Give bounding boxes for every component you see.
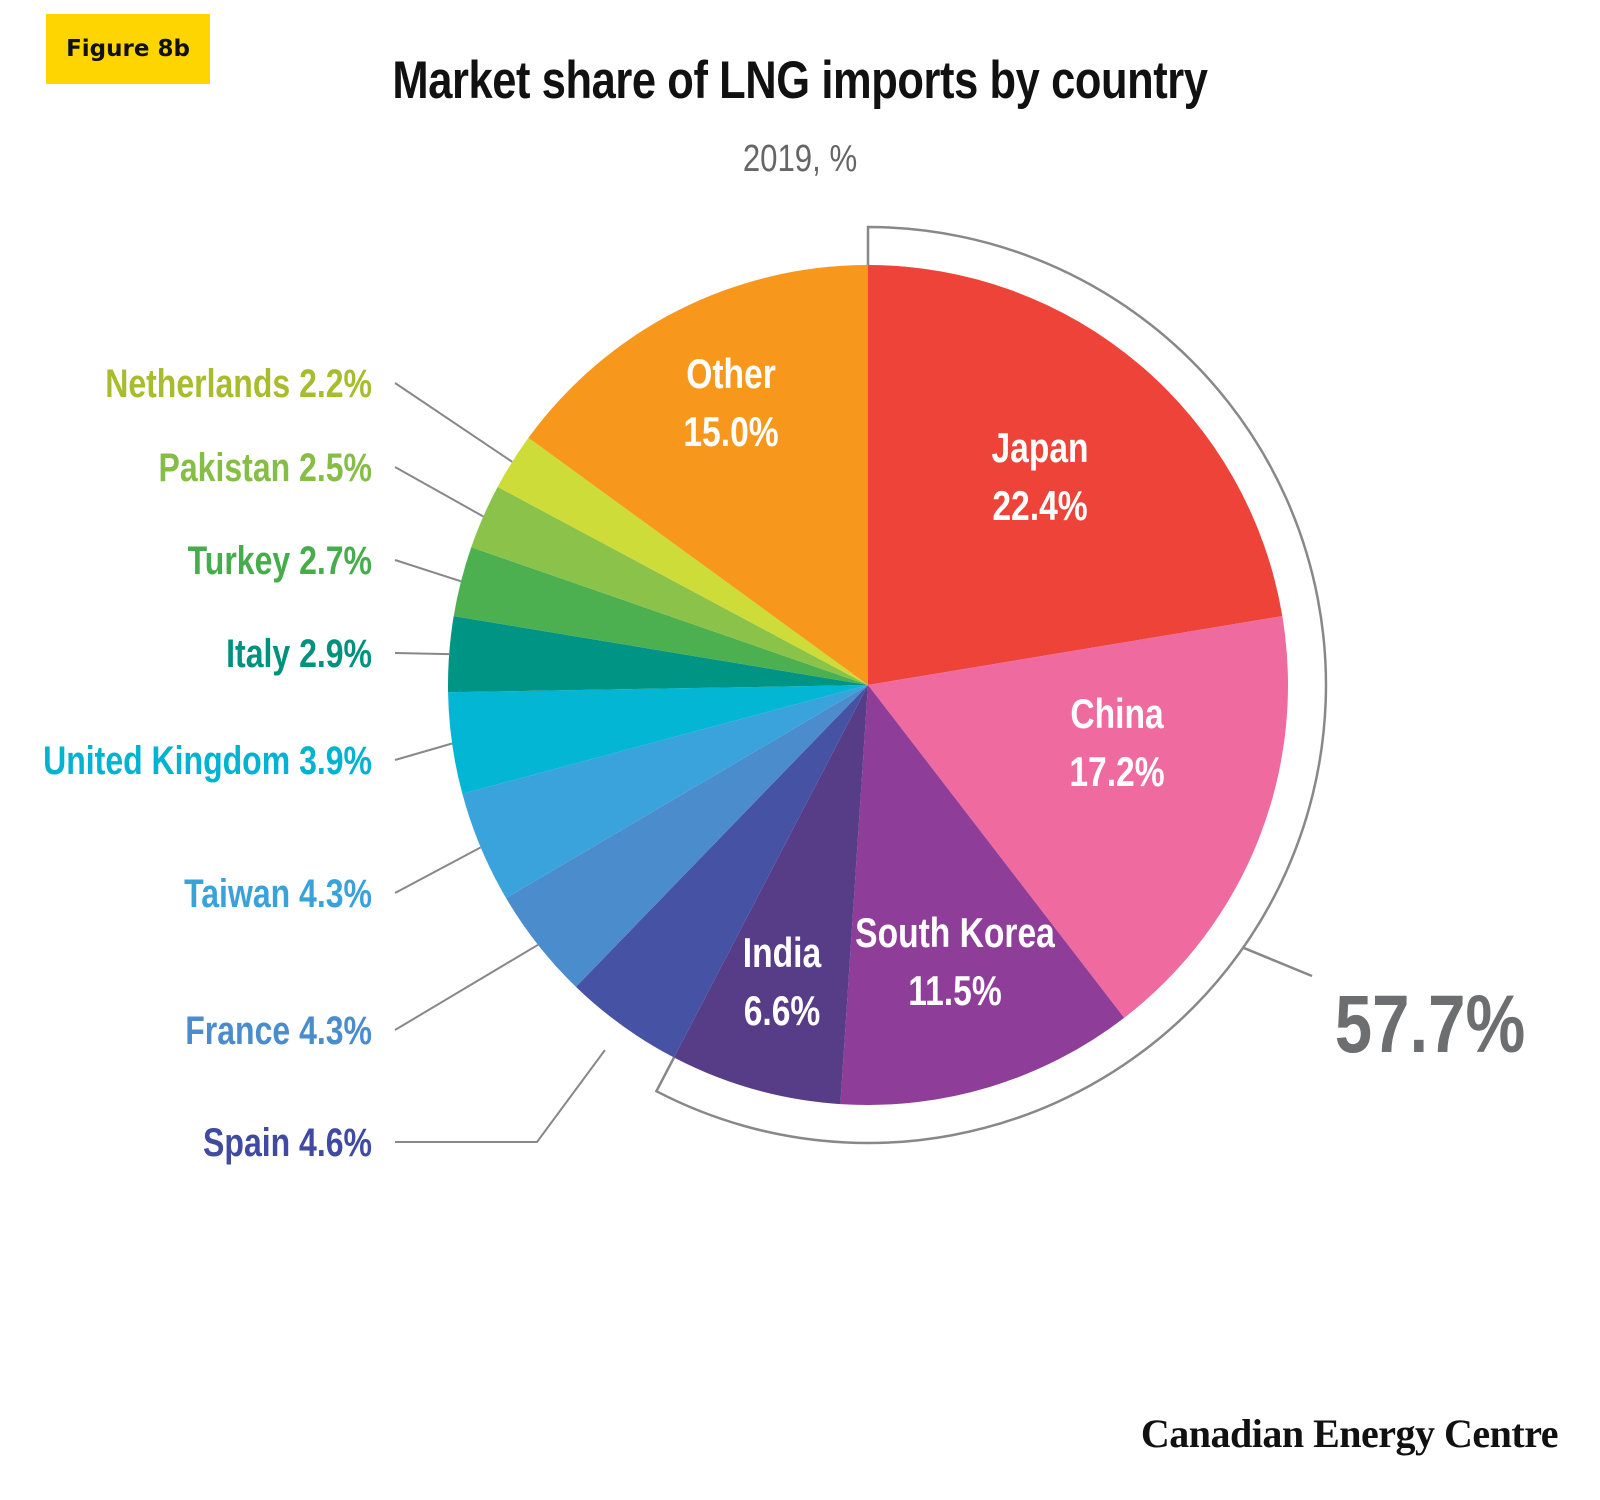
slice-value-other: 15.0% bbox=[683, 410, 778, 456]
chart-subtitle: 2019, % bbox=[742, 138, 858, 180]
slice-label-japan: Japan bbox=[991, 426, 1088, 472]
leader-line-italy bbox=[394, 652, 450, 656]
outside-label-spain: Spain 4.6% bbox=[203, 1120, 372, 1165]
pie-slice-italy bbox=[447, 616, 868, 693]
bracket-total-label: 57.7% bbox=[1335, 978, 1526, 1070]
pie-slice-turkey bbox=[453, 547, 868, 685]
leader-line-turkey bbox=[394, 559, 462, 583]
leader-line-netherlands bbox=[394, 382, 513, 463]
pie-slice-united-kingdom bbox=[448, 685, 868, 794]
slice-value-india: 6.6% bbox=[744, 989, 821, 1035]
slice-label-other: Other bbox=[686, 352, 776, 398]
pie-slice-india bbox=[673, 685, 868, 1105]
leader-line-taiwan bbox=[394, 846, 482, 894]
leader-line-united-kingdom bbox=[394, 742, 453, 761]
pie-slice-japan bbox=[868, 265, 1283, 685]
source-logo: Canadian Energy Centre bbox=[1140, 1411, 1559, 1456]
pie-slice-netherlands bbox=[497, 437, 868, 685]
outside-label-italy: Italy 2.9% bbox=[226, 631, 372, 676]
bracket-layer bbox=[654, 225, 1328, 1145]
pie-slice-france bbox=[506, 685, 868, 987]
pie-slice-pakistan bbox=[471, 486, 868, 685]
figure-badge: Figure 8b bbox=[46, 14, 210, 84]
pie-slice-taiwan bbox=[462, 685, 868, 899]
leader-layer bbox=[394, 382, 606, 1143]
chart-title: Market share of LNG imports by country bbox=[392, 51, 1208, 110]
outside-label-netherlands: Netherlands 2.2% bbox=[105, 361, 372, 406]
slice-label-south-korea: South Korea bbox=[855, 911, 1055, 957]
bracket-leader-line bbox=[1242, 946, 1313, 978]
leader-line-pakistan bbox=[394, 466, 484, 518]
slice-layer bbox=[447, 265, 1288, 1106]
leader-line-spain bbox=[395, 1049, 606, 1143]
slice-value-south-korea: 11.5% bbox=[908, 969, 1001, 1015]
outside-label-france: France 4.3% bbox=[185, 1008, 372, 1053]
outside-label-taiwan: Taiwan 4.3% bbox=[184, 871, 372, 916]
outside-label-pakistan: Pakistan 2.5% bbox=[159, 445, 372, 490]
figure-badge-label: Figure 8b bbox=[66, 36, 190, 62]
label-layer: 57.7% Japan 22.4% China 17.2% South Korea 11.5… bbox=[43, 352, 1525, 1165]
pie-slice-south-korea bbox=[840, 685, 1125, 1106]
pie-slice-spain bbox=[575, 685, 868, 1058]
slice-value-japan: 22.4% bbox=[992, 484, 1087, 530]
leader-line-france bbox=[394, 943, 539, 1031]
outside-label-united-kingdom: United Kingdom 3.9% bbox=[43, 738, 372, 783]
slice-label-china: China bbox=[1070, 692, 1164, 738]
pie-slice-other bbox=[528, 265, 868, 685]
group-bracket bbox=[654, 225, 1328, 1145]
outside-label-turkey: Turkey 2.7% bbox=[188, 538, 372, 583]
pie-slice-china bbox=[868, 616, 1288, 1018]
slice-value-china: 17.2% bbox=[1069, 750, 1164, 796]
slice-label-india: India bbox=[743, 931, 822, 977]
